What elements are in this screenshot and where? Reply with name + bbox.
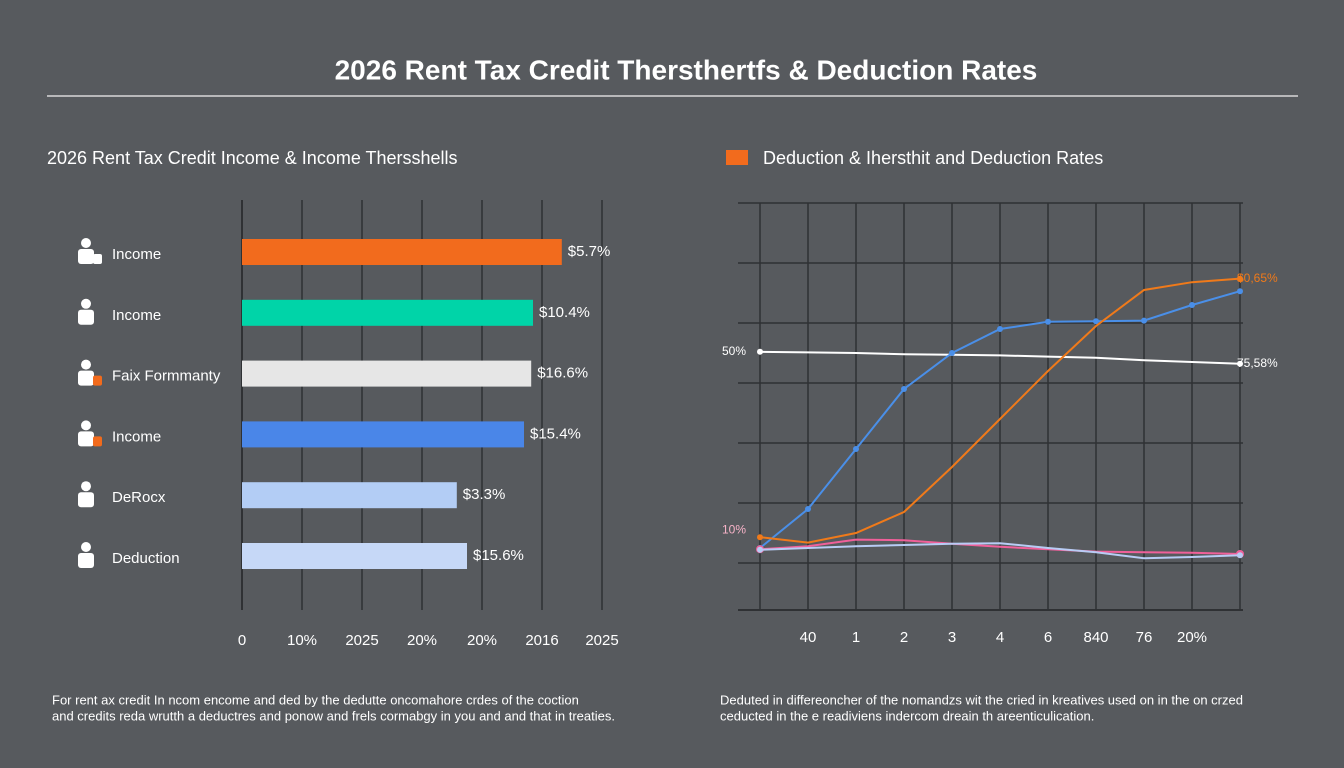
icon: [81, 238, 91, 248]
bar-annotation: $5.7%: [568, 243, 611, 260]
x-tick-label: 0: [238, 632, 246, 649]
icon: [78, 553, 94, 568]
point: [997, 326, 1003, 332]
bar: [242, 421, 524, 448]
point: [949, 350, 955, 356]
category-label: Faix Formmanty: [112, 368, 221, 385]
x-tick-label: 40: [800, 629, 817, 646]
bar-annotation: $15.4%: [530, 425, 581, 442]
point: [853, 446, 859, 452]
line-label: 50%: [722, 344, 746, 358]
bar-annotation: $10.4%: [539, 304, 590, 321]
icon: [93, 436, 102, 447]
icon: [81, 420, 91, 431]
category-label: Deduction: [112, 550, 180, 567]
bar: [242, 543, 467, 569]
bar-annotation: $16.6%: [537, 365, 588, 382]
point: [1237, 275, 1243, 282]
footnote: Deduted in differeoncher of the nomandzs…: [720, 692, 1243, 707]
x-tick-label: 2025: [345, 632, 378, 649]
icon: [81, 481, 91, 492]
point: [1045, 318, 1051, 325]
point: [757, 546, 763, 553]
series-line: [759, 538, 1241, 555]
x-tick-label: 6: [1044, 629, 1052, 646]
x-tick-label: 2025: [585, 632, 618, 649]
bar: [242, 239, 562, 265]
x-tick-label: 20%: [407, 632, 437, 649]
page-title: 2026 Rent Tax Credit Thersthertfs & Dedu…: [335, 54, 1038, 85]
bar: [242, 482, 457, 509]
x-tick-label: 2016: [525, 632, 558, 649]
x-tick-label: 20%: [1177, 629, 1207, 646]
series-line: [759, 277, 1241, 544]
x-tick-label: 1: [852, 629, 860, 646]
footnote: ceducted in the e readiviens indercom dr…: [720, 708, 1094, 723]
x-tick-label: 76: [1136, 629, 1153, 646]
footnote: For rent ax credit In ncom encome and de…: [52, 692, 579, 707]
point: [757, 534, 763, 541]
bar: [242, 360, 532, 387]
bar-annotation: $3.3%: [463, 486, 506, 503]
category-label: Income: [112, 428, 161, 445]
x-tick-label: 4: [996, 629, 1004, 646]
line-label: $0,65%: [1237, 271, 1278, 285]
point: [805, 506, 811, 512]
x-tick-label: 2: [900, 629, 908, 646]
x-tick-label: 840: [1083, 629, 1108, 646]
series-line: [759, 350, 1241, 365]
line-label: 75,58%: [1237, 356, 1278, 370]
x-tick-label: 3: [948, 629, 956, 646]
category-label: Income: [112, 307, 161, 324]
category-label: Income: [112, 246, 161, 263]
point: [1141, 317, 1147, 324]
icon: [81, 298, 91, 309]
icon: [78, 492, 94, 508]
point: [1189, 302, 1195, 308]
footnote: and credits reda wrutth a deductres and …: [52, 708, 615, 723]
bar-chart-title: 2026 Rent Tax Credit Income & Income The…: [47, 148, 458, 168]
icon: [93, 254, 102, 264]
x-tick-label: 20%: [467, 632, 497, 649]
bar-annotation: $15.6%: [473, 547, 524, 564]
point: [901, 386, 907, 392]
point: [1237, 288, 1243, 295]
series-line: [759, 542, 1241, 560]
legend-swatch: [726, 150, 748, 165]
icon: [81, 359, 91, 370]
point: [757, 348, 763, 355]
line-chart-title: Deduction & Ihersthit and Deduction Rate…: [763, 148, 1103, 168]
point: [1237, 552, 1243, 559]
bar: [242, 299, 533, 326]
line-label: 10%: [722, 522, 746, 536]
point: [1237, 360, 1243, 367]
icon: [78, 370, 94, 386]
point: [1093, 318, 1099, 325]
icon: [81, 542, 91, 552]
icon: [78, 249, 94, 264]
icon: [93, 375, 102, 386]
x-tick-label: 10%: [287, 632, 317, 649]
icon: [78, 431, 94, 447]
icon: [78, 309, 94, 325]
category-label: DeRocx: [112, 489, 166, 506]
